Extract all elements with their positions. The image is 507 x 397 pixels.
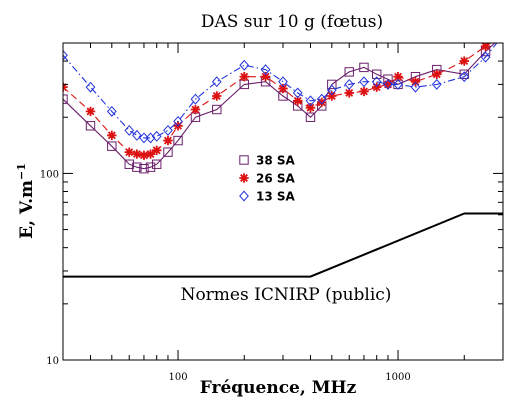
series-3-point	[278, 76, 288, 88]
series-1-line	[63, 43, 496, 170]
series-1-point	[85, 121, 96, 131]
y-axis-label-exponent: −1	[15, 163, 28, 180]
series-1-point	[212, 104, 222, 115]
series-3-point	[459, 71, 470, 83]
series-3-point	[393, 78, 403, 90]
series-3-point	[326, 84, 337, 96]
series-3-point	[383, 78, 393, 90]
series-2-point	[260, 71, 271, 82]
y-tick-label: 10	[46, 356, 59, 367]
series-3-point	[410, 81, 421, 93]
series-1-point	[124, 159, 134, 169]
reference-layer	[63, 212, 503, 278]
y-tick-label: 100	[40, 169, 59, 180]
series-3-point	[106, 105, 117, 117]
reference-label: Normes ICNIRP (public)	[181, 285, 392, 305]
series-3-point	[431, 78, 442, 90]
series-3	[63, 43, 498, 144]
series-1-point	[107, 141, 117, 151]
legend-label-1: 38 SA	[256, 154, 296, 168]
series-2-point	[480, 43, 491, 52]
series-2-point	[359, 86, 369, 97]
series-3-point	[239, 59, 250, 71]
series-3-point	[63, 49, 68, 61]
series-1-point	[372, 69, 382, 79]
legend-label-3: 13 SA	[256, 190, 296, 204]
series-2-point	[393, 71, 403, 82]
series-1-point	[163, 147, 173, 157]
series-2-point	[239, 71, 249, 82]
series-3-point	[151, 130, 162, 142]
series-3-point	[139, 132, 149, 144]
legend: 38 SA 26 SA 13 SA	[239, 154, 296, 204]
series-3-point	[480, 51, 491, 63]
series-3-point	[260, 64, 271, 76]
series-3-point	[316, 93, 327, 105]
series-2-point	[163, 135, 173, 146]
series-2-point	[145, 149, 156, 159]
ticks-layer: 100 1000 10 100	[40, 42, 504, 383]
series-2-point	[278, 83, 288, 94]
series-2-point	[132, 149, 142, 159]
series-3-point	[305, 95, 316, 107]
series-3-point	[163, 124, 173, 136]
series-1-point	[132, 162, 142, 172]
legend-label-2: 26 SA	[256, 172, 296, 186]
x-axis-label: Fréquence, MHz	[200, 378, 357, 397]
series-2-point	[190, 104, 201, 115]
series-1-point	[173, 135, 183, 146]
series-3-point	[292, 87, 303, 99]
legend-marker-2	[239, 173, 249, 183]
series-3-point	[211, 76, 222, 88]
y-axis-label-main: E, V.m	[17, 180, 37, 239]
legend-marker-3	[239, 190, 249, 202]
series-2-point	[293, 96, 303, 106]
series-3-point	[190, 93, 201, 105]
series-2-point	[305, 103, 316, 113]
series-1-point	[305, 112, 316, 122]
series-2-point	[317, 97, 327, 108]
series-1-point	[459, 69, 469, 79]
series-2-point	[344, 88, 354, 98]
series-1-point	[63, 94, 68, 104]
series-1-point	[152, 159, 162, 169]
series-2-point	[124, 147, 134, 157]
series-2-point	[139, 150, 149, 161]
series-layer	[63, 43, 498, 174]
series-2-point	[85, 106, 96, 117]
series-2-point	[459, 56, 469, 66]
series-1-point	[145, 162, 156, 172]
series-3-line	[63, 43, 498, 139]
chart-title: DAS sur 10 g (fœtus)	[201, 12, 383, 32]
y-axis-label: E, V.m−1	[15, 163, 37, 239]
series-2-point	[107, 130, 117, 141]
series-3-point	[173, 115, 183, 127]
series-2-point	[432, 69, 442, 79]
series-2-point	[212, 91, 222, 101]
series-3-point	[85, 81, 96, 93]
x-tick-label: 1000	[385, 372, 410, 383]
series-3-point	[371, 76, 382, 88]
legend-marker-1	[239, 155, 249, 165]
series-1-point	[344, 67, 354, 77]
series-3-point	[132, 129, 142, 141]
series-3-point	[344, 78, 355, 90]
series-1-point	[139, 163, 149, 174]
reference-line	[63, 212, 503, 278]
series-3-point	[359, 76, 369, 88]
series-3-point	[145, 132, 156, 144]
series-1-point	[359, 62, 369, 73]
series-1-point	[327, 79, 337, 90]
series-2-point	[327, 91, 337, 101]
series-2-point	[152, 145, 162, 156]
series-3-point	[124, 124, 135, 136]
x-tick-label: 100	[168, 372, 187, 383]
